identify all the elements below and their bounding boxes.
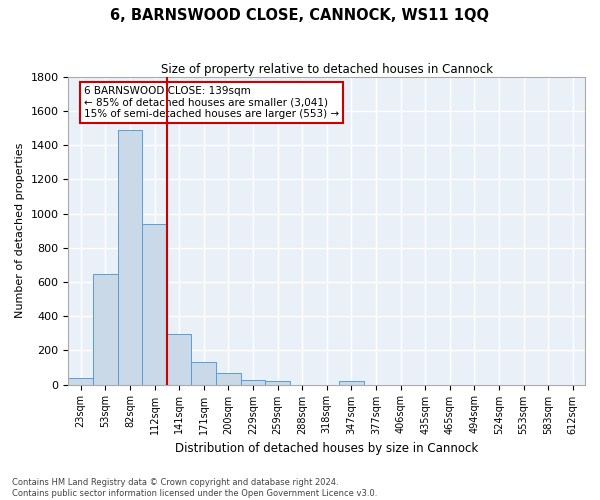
Bar bbox=[339, 381, 364, 384]
Text: Contains HM Land Registry data © Crown copyright and database right 2024.
Contai: Contains HM Land Registry data © Crown c… bbox=[12, 478, 377, 498]
Bar bbox=[142, 224, 167, 384]
Bar bbox=[167, 334, 191, 384]
Bar bbox=[118, 130, 142, 384]
Bar bbox=[191, 362, 216, 384]
Bar bbox=[93, 274, 118, 384]
X-axis label: Distribution of detached houses by size in Cannock: Distribution of detached houses by size … bbox=[175, 442, 478, 455]
Bar bbox=[265, 381, 290, 384]
Bar bbox=[216, 373, 241, 384]
Text: 6, BARNSWOOD CLOSE, CANNOCK, WS11 1QQ: 6, BARNSWOOD CLOSE, CANNOCK, WS11 1QQ bbox=[110, 8, 490, 22]
Title: Size of property relative to detached houses in Cannock: Size of property relative to detached ho… bbox=[161, 62, 493, 76]
Y-axis label: Number of detached properties: Number of detached properties bbox=[15, 143, 25, 318]
Bar bbox=[68, 378, 93, 384]
Text: 6 BARNSWOOD CLOSE: 139sqm
← 85% of detached houses are smaller (3,041)
15% of se: 6 BARNSWOOD CLOSE: 139sqm ← 85% of detac… bbox=[84, 86, 339, 119]
Bar bbox=[241, 380, 265, 384]
